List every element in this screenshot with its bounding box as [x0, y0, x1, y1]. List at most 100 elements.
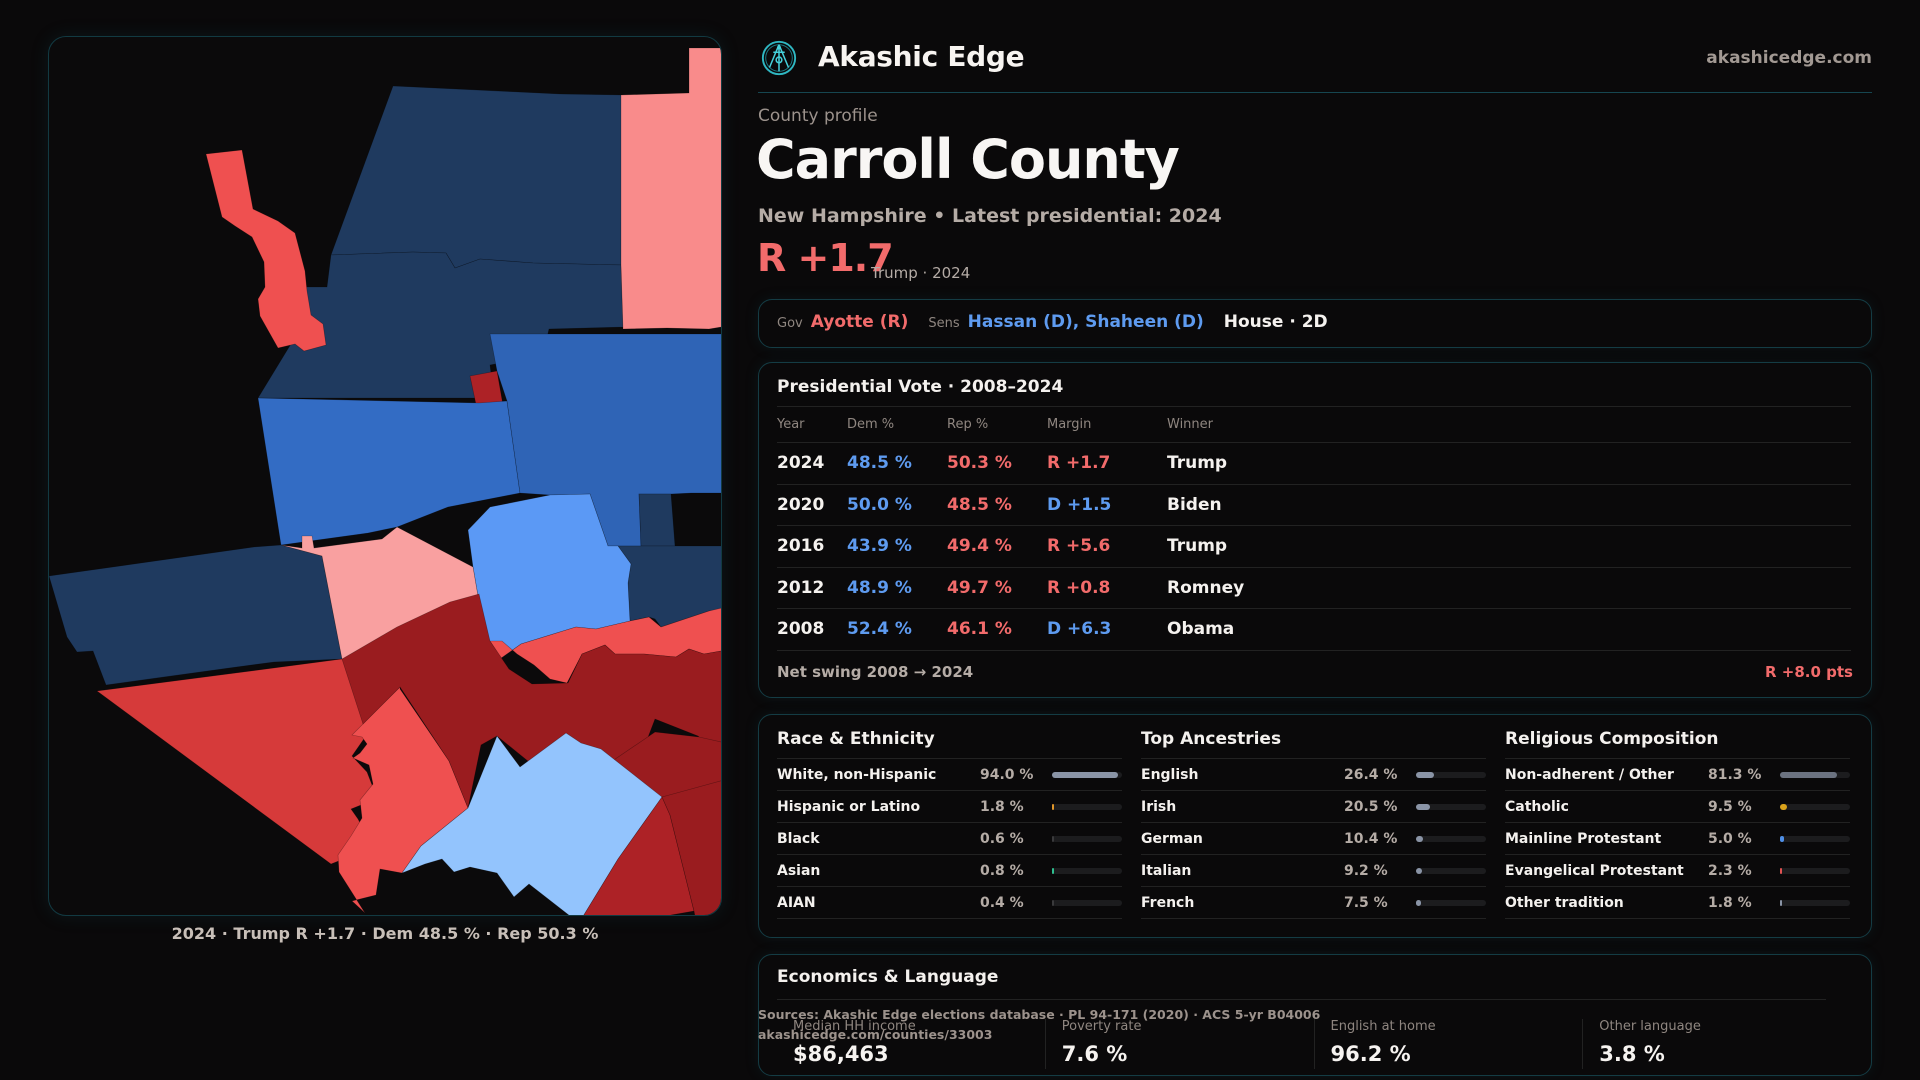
net-swing-label: Net swing 2008 → 2024 — [777, 663, 974, 681]
race-row: White, non-Hispanic 94.0 % — [777, 759, 1122, 791]
economics-stat: Other language 3.8 % — [1582, 1019, 1851, 1069]
share-bar-track — [1052, 836, 1122, 842]
cell-dem: 52.4 % — [847, 608, 947, 651]
row-percent: 5.0 % — [1708, 831, 1752, 847]
stat-value: 7.6 % — [1061, 1042, 1128, 1066]
cell-dem: 50.0 % — [847, 484, 947, 526]
map-town[interactable] — [638, 493, 676, 547]
map-town[interactable] — [401, 732, 663, 916]
economics-stat: Poverty rate 7.6 % — [1044, 1019, 1314, 1069]
row-label: Catholic — [1505, 799, 1569, 815]
row-label: Non-adherent / Other — [1505, 767, 1674, 783]
row-label: Asian — [777, 863, 821, 879]
economics-stat: Median HH income $86,463 — [777, 1019, 1045, 1069]
share-bar-track — [1416, 836, 1486, 842]
row-percent: 2.3 % — [1708, 863, 1752, 879]
ancestry-row: English 26.4 % — [1141, 759, 1486, 791]
county-subtitle: New Hampshire • Latest presidential: 202… — [758, 205, 1222, 227]
share-bar-track — [1052, 772, 1122, 778]
gov-value: Ayotte (R) — [810, 312, 909, 332]
map-town[interactable] — [620, 47, 722, 330]
economics-stat: English at home 96.2 % — [1313, 1019, 1583, 1069]
share-bar-track — [1780, 900, 1850, 906]
row-percent: 9.2 % — [1344, 863, 1388, 879]
row-label: English — [1141, 767, 1199, 783]
compass-seal-icon[interactable] — [760, 39, 798, 77]
map-town[interactable] — [205, 149, 327, 352]
table-row: 2024 48.5 % 50.3 % R +1.7 Trump — [777, 442, 1851, 485]
religion-title: Religious Composition — [1505, 729, 1719, 749]
cell-winner: Trump — [1167, 525, 1851, 568]
ancestry-row: Italian 9.2 % — [1141, 855, 1486, 887]
map-town[interactable] — [49, 544, 343, 686]
share-bar-fill — [1780, 868, 1782, 874]
share-bar-track — [1416, 868, 1486, 874]
cell-margin: R +0.8 — [1047, 567, 1167, 609]
economics-divider — [777, 999, 1826, 1000]
race-row: Black 0.6 % — [777, 823, 1122, 855]
share-bar-track — [1052, 868, 1122, 874]
row-percent: 0.6 % — [980, 831, 1024, 847]
row-label: Other tradition — [1505, 895, 1624, 911]
col-rep: Rep % — [947, 406, 1047, 443]
latest-margin: R +1.7 — [757, 236, 894, 280]
share-bar-track — [1780, 772, 1850, 778]
sources-footer: Sources: Akashic Edge elections database… — [758, 1005, 1320, 1045]
table-row: 2008 52.4 % 46.1 % D +6.3 Obama — [777, 608, 1851, 651]
ancestry-title: Top Ancestries — [1141, 729, 1282, 749]
row-label: Irish — [1141, 799, 1177, 815]
ancestry-row: French 7.5 % — [1141, 887, 1486, 919]
share-bar-fill — [1052, 804, 1054, 810]
religion-row: Mainline Protestant 5.0 % — [1505, 823, 1850, 855]
cell-margin: R +5.6 — [1047, 525, 1167, 568]
stat-label: Poverty rate — [1061, 1019, 1142, 1034]
race-title: Race & Ethnicity — [777, 729, 935, 749]
table-header-row: Year Dem % Rep % Margin Winner — [777, 406, 1851, 443]
cell-margin: R +1.7 — [1047, 442, 1167, 485]
sources-line: Sources: Akashic Edge elections database… — [758, 1007, 1321, 1022]
row-percent: 0.8 % — [980, 863, 1024, 879]
row-percent: 26.4 % — [1344, 767, 1398, 783]
share-bar-track — [1780, 836, 1850, 842]
ancestry-row: Irish 20.5 % — [1141, 791, 1486, 823]
cell-winner: Obama — [1167, 608, 1851, 651]
table-row: 2016 43.9 % 49.4 % R +5.6 Trump — [777, 525, 1851, 568]
share-bar-track — [1780, 804, 1850, 810]
row-label: Hispanic or Latino — [777, 799, 921, 815]
map-town[interactable] — [330, 85, 623, 269]
share-bar-fill — [1780, 836, 1784, 842]
row-percent: 94.0 % — [980, 767, 1034, 783]
house-value: House · 2D — [1223, 312, 1328, 332]
religion-row: Catholic 9.5 % — [1505, 791, 1850, 823]
share-bar-fill — [1416, 868, 1423, 874]
map-town[interactable] — [617, 545, 722, 628]
brand-name[interactable]: Akashic Edge — [818, 40, 1025, 73]
cell-margin: D +6.3 — [1047, 608, 1167, 651]
row-percent: 81.3 % — [1708, 767, 1762, 783]
row-label: Black — [777, 831, 820, 847]
map-town[interactable] — [661, 780, 722, 916]
economics-title: Economics & Language — [777, 967, 999, 987]
share-bar-fill — [1052, 836, 1054, 842]
cell-rep: 49.7 % — [947, 567, 1047, 609]
share-bar-fill — [1416, 804, 1431, 810]
row-label: Mainline Protestant — [1505, 831, 1662, 847]
share-bar-track — [1416, 772, 1486, 778]
share-bar-track — [1052, 900, 1122, 906]
stat-label: Other language — [1599, 1019, 1701, 1034]
col-winner: Winner — [1167, 406, 1851, 443]
cell-year: 2020 — [777, 484, 847, 526]
source-url-link[interactable]: akashicedge.com/counties/33003 — [758, 1027, 993, 1042]
presidential-card: Presidential Vote · 2008–2024 Year Dem %… — [758, 362, 1872, 698]
race-row: AIAN 0.4 % — [777, 887, 1122, 919]
net-swing-value: R +8.0 pts — [1765, 663, 1853, 681]
demographics-card: Race & Ethnicity White, non-Hispanic 94.0… — [758, 714, 1872, 938]
cell-dem: 48.5 % — [847, 442, 947, 485]
cell-rep: 50.3 % — [947, 442, 1047, 485]
religion-row: Non-adherent / Other 81.3 % — [1505, 759, 1850, 791]
ancestry-row: German 10.4 % — [1141, 823, 1486, 855]
share-bar-fill — [1416, 900, 1422, 906]
row-percent: 20.5 % — [1344, 799, 1398, 815]
economics-stats: Median HH income $86,463 Poverty rate 7.6 %… — [777, 1019, 1851, 1069]
site-link[interactable]: akashicedge.com — [1706, 48, 1872, 68]
